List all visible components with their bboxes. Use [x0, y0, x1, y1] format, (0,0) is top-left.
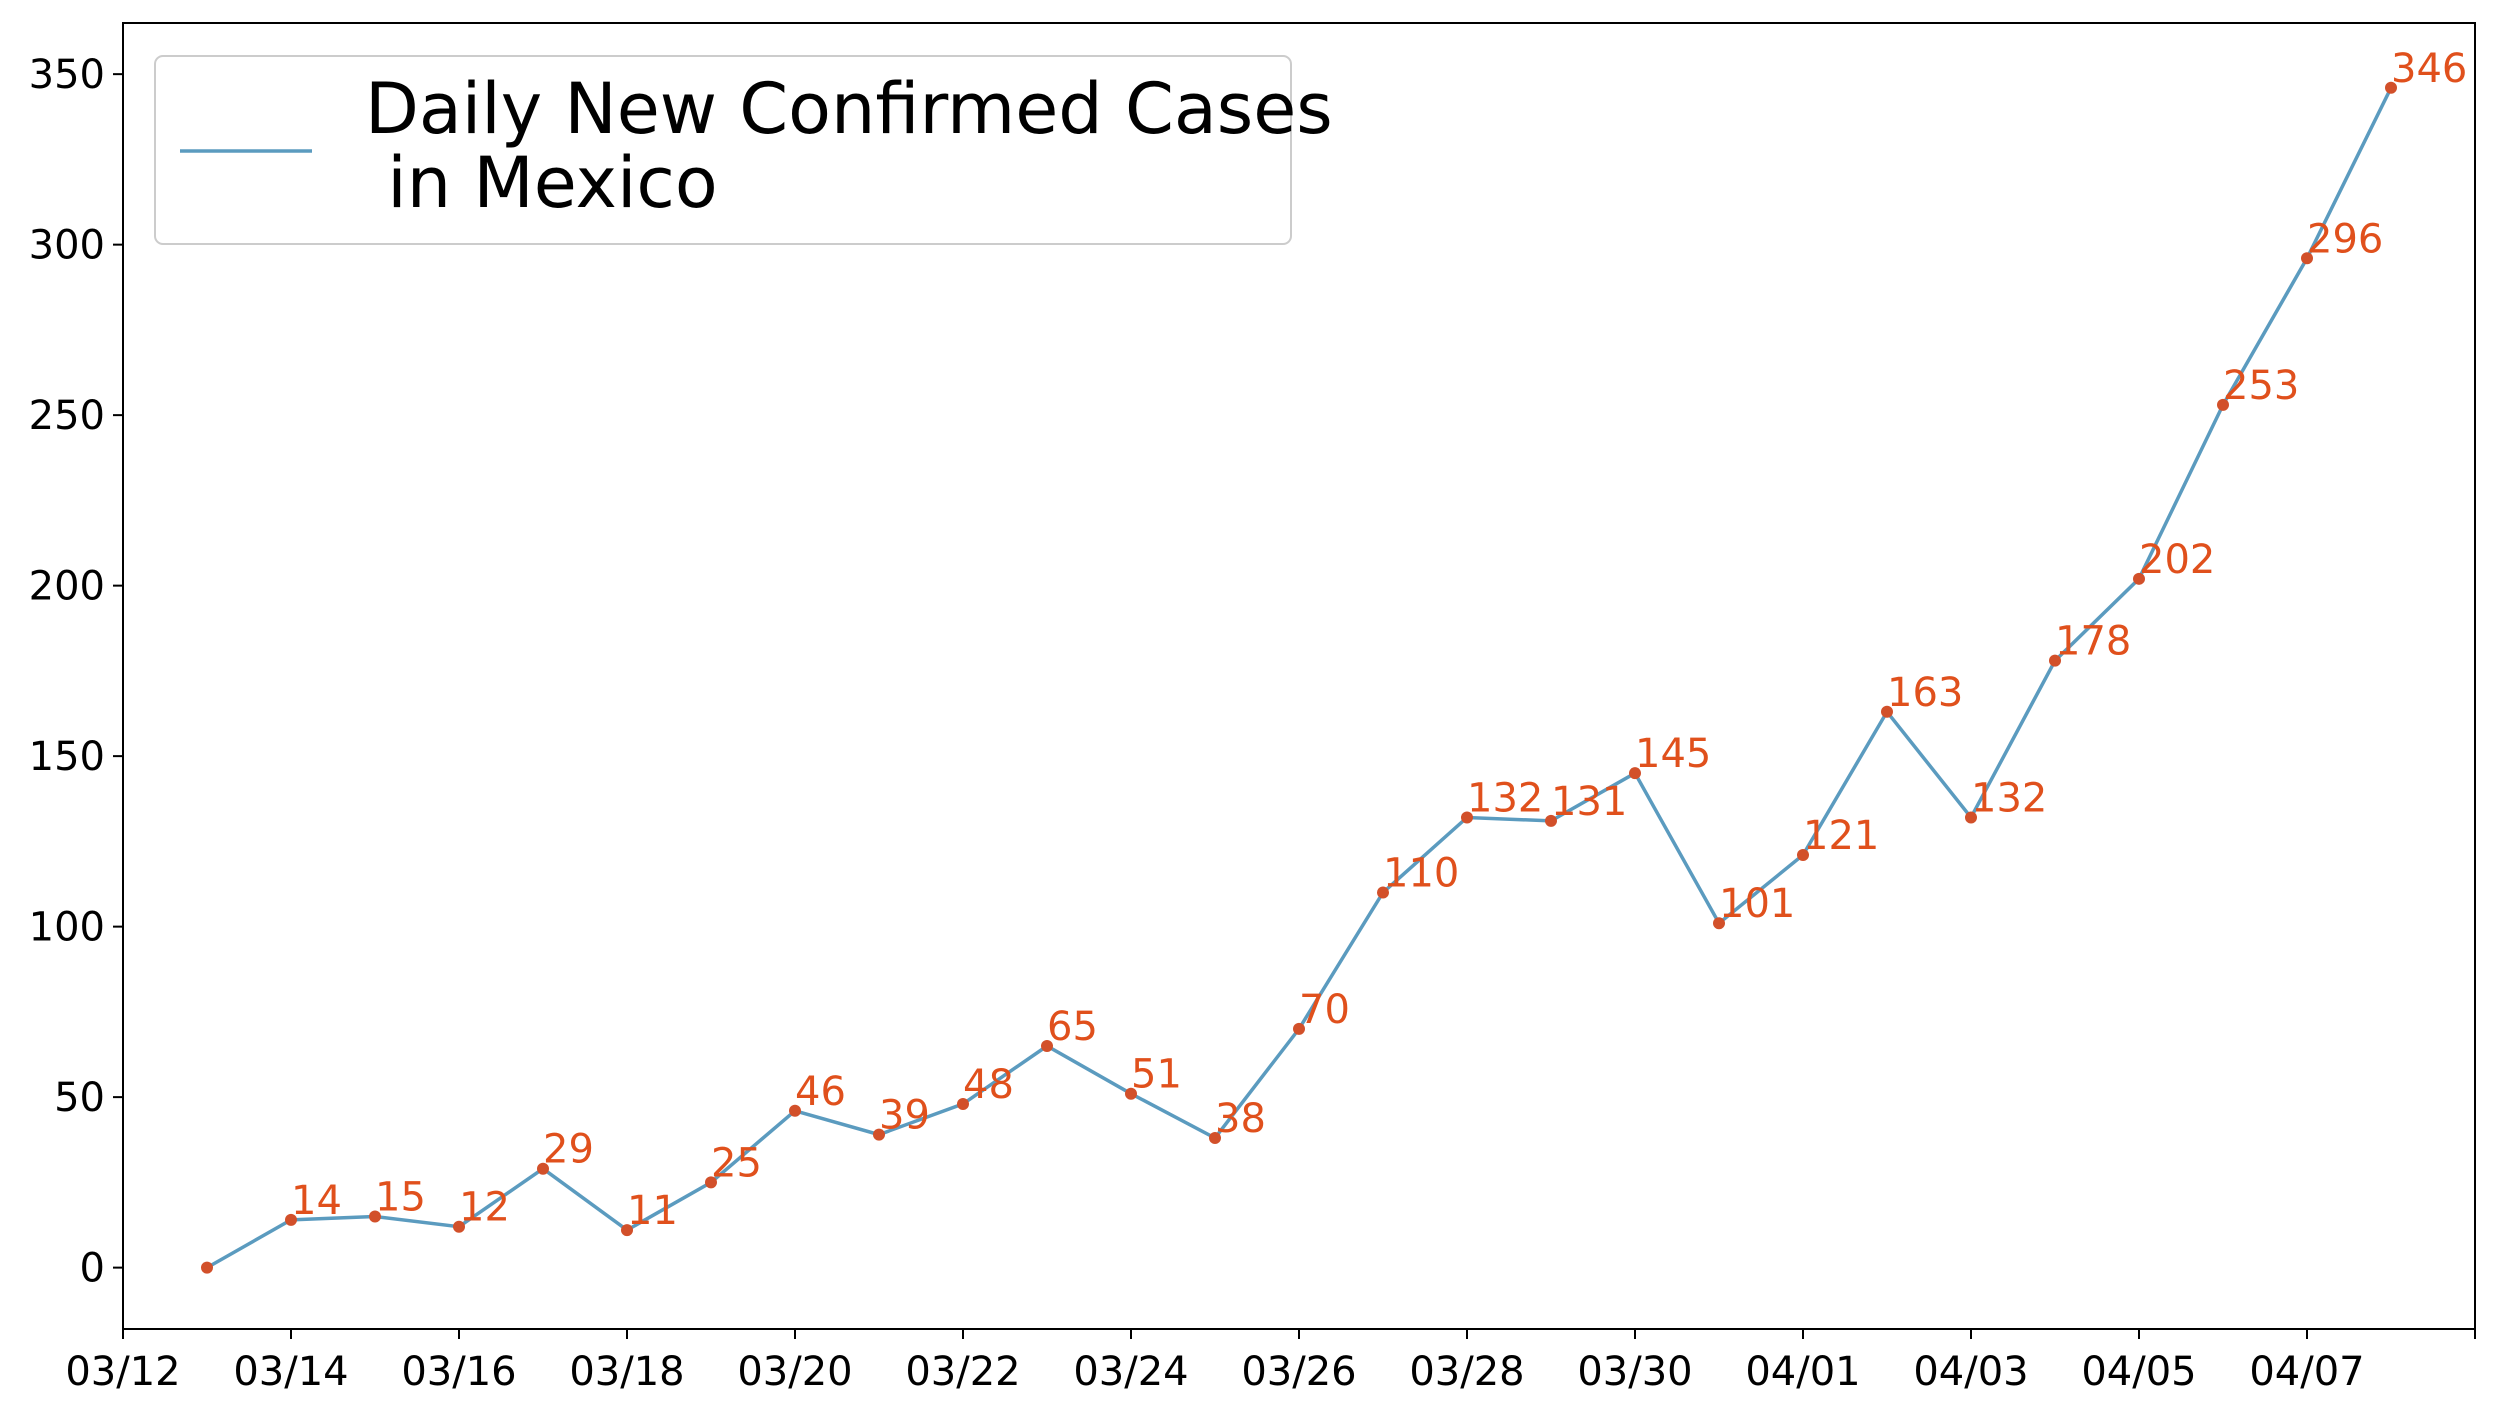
x-tick-label: 03/16: [401, 1349, 516, 1395]
legend: Daily New Confirmed Cases in Mexico: [154, 55, 1333, 245]
data-label: 70: [1299, 987, 1350, 1033]
data-point: [285, 1213, 297, 1226]
y-tick-label: 300: [29, 223, 105, 269]
x-tick-label: 03/14: [233, 1349, 348, 1395]
data-label: 253: [2223, 363, 2299, 409]
data-label: 38: [1215, 1096, 1266, 1142]
data-point: [201, 1261, 213, 1274]
data-label: 121: [1803, 813, 1879, 859]
data-point: [1881, 705, 1893, 718]
data-point: [2385, 81, 2397, 94]
data-label: 110: [1383, 851, 1459, 897]
data-point: [2133, 572, 2145, 585]
data-point: [1965, 811, 1977, 824]
data-label: 65: [1047, 1004, 1098, 1050]
data-point: [537, 1162, 549, 1175]
data-label: 12: [459, 1185, 510, 1231]
data-point: [1041, 1039, 1053, 1052]
data-label: 48: [963, 1062, 1014, 1108]
data-point: [1293, 1022, 1305, 1035]
legend-label-line: Daily New Confirmed Cases: [365, 68, 1333, 150]
series-line: [206, 87, 2393, 1270]
x-tick-label: 04/03: [1913, 1349, 2028, 1395]
data-point: [957, 1097, 969, 1110]
x-tick-label: 04/07: [2249, 1349, 2364, 1395]
y-tick-label: 0: [80, 1246, 105, 1292]
y-tick-label: 150: [29, 734, 105, 780]
y-tick-label: 350: [29, 52, 105, 98]
data-label: 346: [2391, 46, 2467, 92]
data-point: [1797, 849, 1809, 862]
y-axis: 0 50 100 150 200 250 300 350: [29, 52, 123, 1292]
x-tick-label: 04/05: [2081, 1349, 2196, 1395]
data-point: [2049, 654, 2061, 667]
x-tick-label: 03/30: [1577, 1349, 1692, 1395]
x-tick-label: 04/01: [1745, 1349, 1860, 1395]
legend-box: [154, 55, 1292, 245]
data-label: 15: [375, 1174, 426, 1220]
x-tick-label: 03/20: [737, 1349, 852, 1395]
x-tick-label: 03/24: [1073, 1349, 1188, 1395]
data-label: 131: [1551, 779, 1627, 825]
data-point: [789, 1104, 801, 1117]
data-label: 296: [2307, 216, 2383, 262]
data-label: 29: [543, 1127, 594, 1173]
x-tick-label: 03/22: [905, 1349, 1020, 1395]
x-tick-label: 03/28: [1409, 1349, 1524, 1395]
data-label: 25: [711, 1140, 762, 1186]
data-point: [1545, 814, 1557, 827]
y-tick-label: 250: [29, 393, 105, 439]
data-point: [1713, 917, 1725, 930]
y-tick-label: 100: [29, 905, 105, 951]
data-point: [621, 1224, 633, 1237]
data-label: 51: [1131, 1052, 1182, 1098]
data-point: [705, 1176, 717, 1189]
data-point: [453, 1220, 465, 1233]
y-tick-label: 50: [54, 1075, 105, 1121]
data-point: [1377, 886, 1389, 899]
data-label: 46: [795, 1069, 846, 1115]
data-point: [1209, 1132, 1221, 1145]
legend-label: Daily New Confirmed Cases in Mexico: [365, 68, 1333, 224]
data-label: 11: [627, 1188, 678, 1234]
x-tick-label: 03/12: [65, 1349, 180, 1395]
data-point: [2217, 398, 2229, 411]
data-point: [1629, 767, 1641, 780]
y-tick-label: 200: [29, 564, 105, 610]
data-label: 132: [1971, 776, 2047, 822]
data-label: 202: [2139, 537, 2215, 583]
x-tick-label: 03/18: [569, 1349, 684, 1395]
data-label: 39: [879, 1093, 930, 1139]
data-label: 14: [291, 1178, 342, 1224]
data-point: [1461, 811, 1473, 824]
data-point: [873, 1128, 885, 1141]
x-tick-label: 03/26: [1241, 1349, 1356, 1395]
legend-label-line: in Mexico: [365, 142, 718, 224]
data-point: [369, 1210, 381, 1223]
data-label: 132: [1467, 776, 1543, 822]
data-label: 101: [1719, 881, 1795, 927]
data-points: [201, 81, 2397, 1274]
data-point: [1125, 1087, 1137, 1100]
data-label: 178: [2055, 619, 2131, 665]
data-label: 163: [1887, 670, 1963, 716]
x-axis: 03/12 03/14 03/16 03/18 03/20 03/22 03/24 03/26…: [65, 1329, 2476, 1395]
data-point: [2301, 252, 2313, 265]
data-label: 145: [1635, 731, 1711, 777]
